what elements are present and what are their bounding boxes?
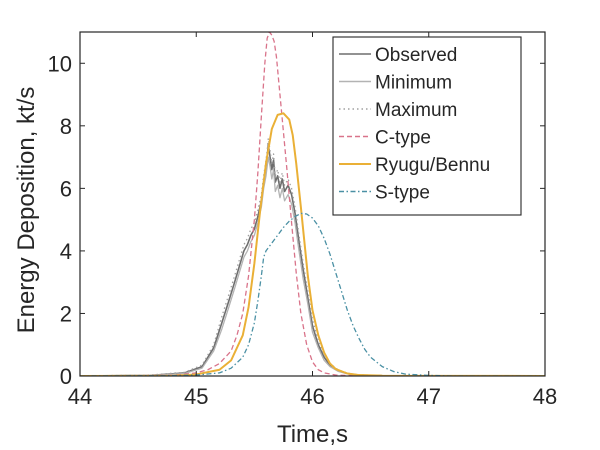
series-layer xyxy=(80,32,545,376)
x-tick-label: 45 xyxy=(184,384,208,409)
legend-label: S-type xyxy=(375,183,430,204)
x-tick-label: 44 xyxy=(68,384,92,409)
x-tick-label: 48 xyxy=(533,384,557,409)
legend-label: Observed xyxy=(375,45,457,66)
legend-box xyxy=(332,36,522,216)
series-line-observed xyxy=(80,143,545,376)
series-line-maximum xyxy=(80,137,545,376)
legend-label: Maximum xyxy=(375,100,457,121)
legend: Observed Minimum Maximum C-type Ryugu/Bennu S… xyxy=(332,36,522,216)
x-tick-label: 46 xyxy=(300,384,324,409)
y-tick-label: 8 xyxy=(60,114,72,139)
legend-label: Minimum xyxy=(375,73,452,94)
y-axis-label: Energy Deposition, kt/s xyxy=(13,87,40,334)
x-tick-label: 47 xyxy=(417,384,441,409)
legend-label: C-type xyxy=(375,128,431,149)
y-tick-label: 10 xyxy=(48,51,72,76)
series-line-s-type xyxy=(80,212,545,376)
y-tick-label: 6 xyxy=(60,176,72,201)
series-line-minimum xyxy=(80,156,545,376)
x-axis-label: Time,s xyxy=(277,421,348,448)
series-line-ryugu-bennu xyxy=(80,112,545,376)
legend-label: Ryugu/Bennu xyxy=(375,155,490,176)
y-tick-label: 4 xyxy=(60,239,72,264)
y-tick-label: 0 xyxy=(60,364,72,389)
y-tick-label: 2 xyxy=(60,301,72,326)
